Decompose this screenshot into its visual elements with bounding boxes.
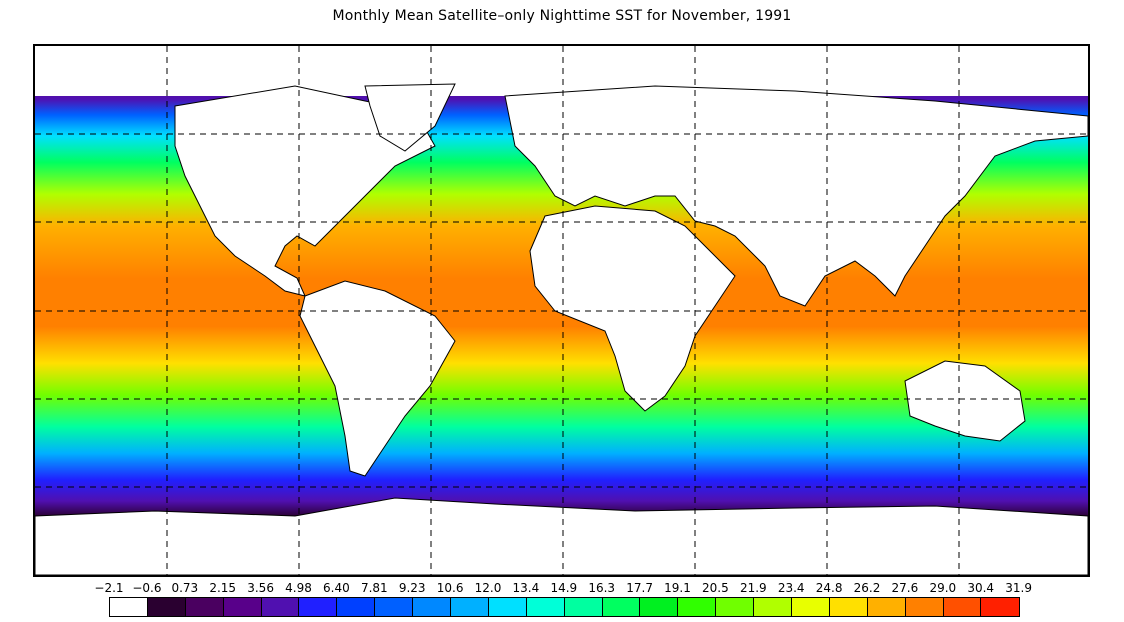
colorbar — [109, 597, 1021, 617]
colorbar-swatch — [792, 598, 830, 616]
map-title: Monthly Mean Satellite–only Nighttime SS… — [332, 8, 792, 24]
south-america — [299, 280, 456, 477]
colorbar-label: 24.8 — [815, 581, 843, 595]
colorbar-label: 14.9 — [550, 581, 578, 595]
colorbar-label: −0.6 — [132, 581, 162, 595]
colorbar-swatch — [261, 598, 300, 616]
colorbar-label: 29.0 — [929, 581, 957, 595]
colorbar-swatch — [110, 598, 148, 616]
colorbar-label: 2.15 — [209, 581, 237, 595]
colorbar-label: 3.56 — [247, 581, 274, 595]
colorbar-label: 12.0 — [474, 581, 502, 595]
colorbar-swatch — [754, 598, 793, 616]
colorbar-swatch — [488, 598, 527, 616]
graticule — [35, 46, 1088, 575]
colorbar-label: 26.2 — [853, 581, 881, 595]
colorbar-swatch — [413, 598, 452, 616]
colorbar-swatch — [375, 598, 414, 616]
colorbar-swatch — [147, 598, 186, 616]
colorbar-swatch — [905, 598, 944, 616]
sst-map — [33, 44, 1090, 577]
colorbar-label: 0.73 — [171, 581, 199, 595]
continents — [35, 83, 1088, 575]
colorbar-swatch — [829, 598, 868, 616]
colorbar-label: 4.98 — [285, 581, 312, 595]
colorbar-label: 9.23 — [398, 581, 426, 595]
colorbar-label: 7.81 — [360, 581, 388, 595]
colorbar-label: 23.4 — [777, 581, 805, 595]
colorbar-label: 17.7 — [626, 581, 653, 595]
colorbar-swatch — [640, 598, 679, 616]
colorbar-swatch — [678, 598, 717, 616]
colorbar-swatch — [867, 598, 906, 616]
colorbar-swatch — [716, 598, 755, 616]
colorbar-label: 6.40 — [323, 581, 350, 595]
colorbar-swatch — [451, 598, 489, 616]
colorbar-swatch — [223, 598, 262, 616]
colorbar-swatch — [564, 598, 603, 616]
colorbar-label: 31.9 — [1005, 581, 1032, 595]
colorbar-swatch — [602, 598, 641, 616]
colorbar-label: 21.9 — [739, 581, 767, 595]
australia — [904, 360, 1026, 442]
colorbar-swatch — [943, 598, 982, 616]
colorbar-swatch — [337, 598, 376, 616]
colorbar-label: 19.1 — [664, 581, 691, 595]
colorbar-label: 10.6 — [436, 581, 464, 595]
eurasia — [504, 85, 1088, 307]
colorbar-swatch — [526, 598, 565, 616]
colorbar-swatch — [299, 598, 338, 616]
colorbar-label: 20.5 — [702, 581, 729, 595]
antarctica — [35, 497, 1088, 575]
colorbar-label: 30.4 — [967, 581, 995, 595]
colorbar-label: 13.4 — [512, 581, 540, 595]
colorbar-label: −2.1 — [94, 581, 124, 595]
arctic-no-data — [35, 46, 1088, 96]
colorbar-swatch — [981, 598, 1020, 616]
colorbar-label: 16.3 — [588, 581, 616, 595]
colorbar-labels: −2.1 −0.6 0.73 2.15 3.56 4.98 6.40 7.81 9.23 10.6… — [0, 581, 1124, 597]
sst-map-canvas — [35, 46, 1088, 575]
colorbar-swatch — [185, 598, 224, 616]
colorbar-label: 27.6 — [891, 581, 919, 595]
